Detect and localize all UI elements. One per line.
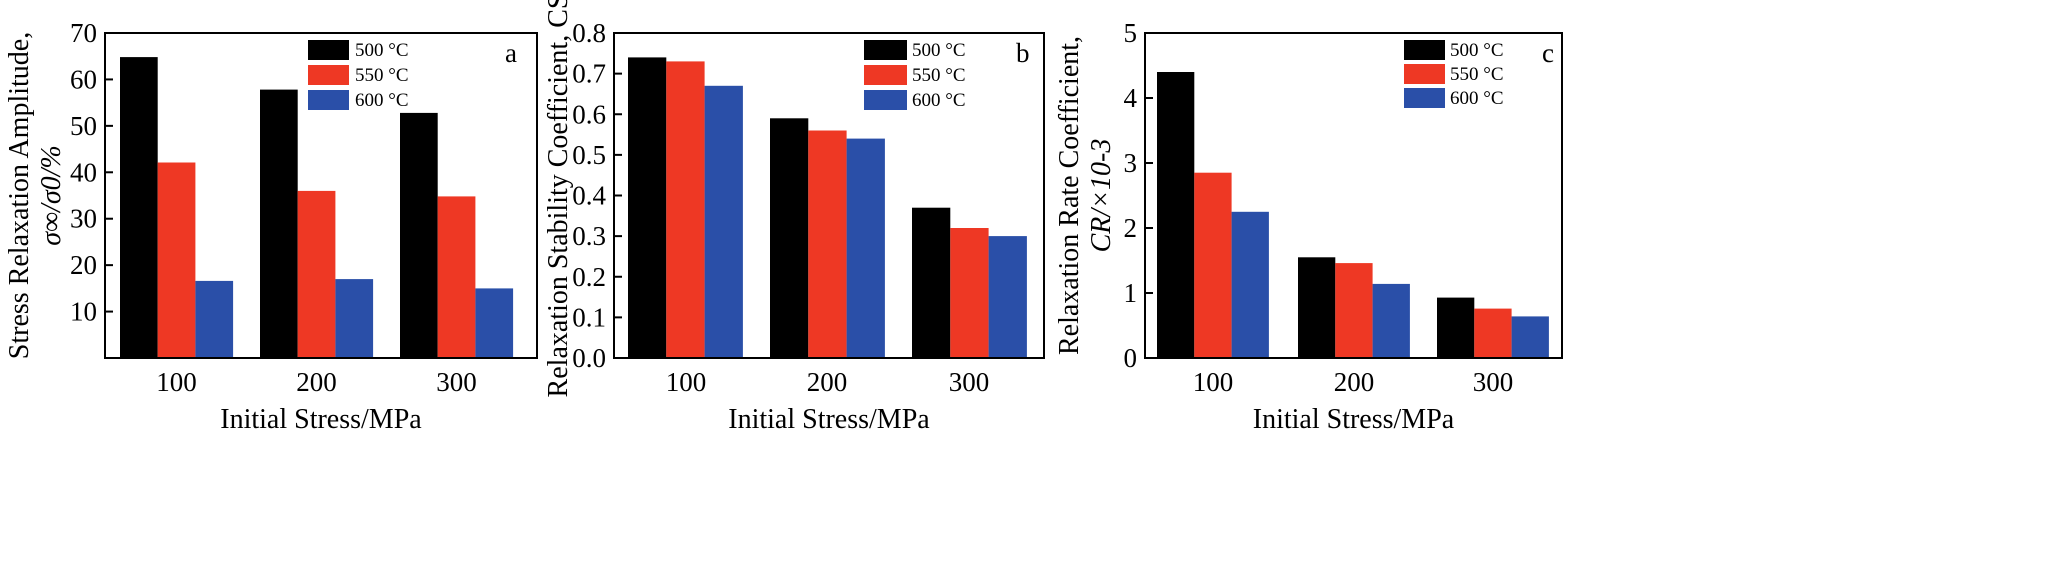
plot-frame <box>1144 32 1563 359</box>
bar-b-300-series-1 <box>912 207 951 358</box>
chart-panel-a: 10 20 30 40 50 60 70 100 200 300 Initial Stress/MP… <box>4 18 538 435</box>
bar-b-300-series-3 <box>988 236 1027 358</box>
bar-b-100-series-2 <box>666 61 705 359</box>
y-tick-label: 0 <box>1124 343 1138 373</box>
x-tick-label: 100 <box>1193 367 1234 397</box>
bar-b-100-series-3 <box>704 85 743 359</box>
legend: 500 °C 550 °C 600 °C <box>308 40 409 111</box>
legend-swatch <box>1404 88 1445 108</box>
panel-label: a <box>505 38 517 68</box>
bar-c-300-series-1 <box>1437 297 1475 358</box>
y-tick-label: 0.6 <box>572 99 606 129</box>
legend-label: 600 °C <box>1450 88 1504 109</box>
y-tick-label: 0.1 <box>572 302 606 332</box>
legend-label: 500 °C <box>355 40 409 61</box>
plot-frame <box>104 32 538 359</box>
y-tick-label: 0.0 <box>572 343 606 373</box>
y-tick-label: 2 <box>1124 213 1138 243</box>
y-axis-label: Relaxation Stability Coefficient, CS <box>543 0 574 397</box>
chart-panel-b: 0.0 0.1 0.2 0.3 0.4 0.5 0.6 0.7 0.8 100 200 300 Init… <box>543 0 1045 435</box>
legend: 500 °C 550 °C 600 °C <box>1404 40 1504 109</box>
bar-a-300-series-3 <box>475 288 514 358</box>
bar-a-200-series-3 <box>335 279 374 358</box>
y-tick-label: 0.3 <box>572 221 606 251</box>
legend-swatch <box>308 40 349 60</box>
bar-a-200-series-2 <box>297 190 336 358</box>
y-tick-label: 1 <box>1124 278 1138 308</box>
legend-label: 600 °C <box>355 90 409 111</box>
x-axis-label: Initial Stress/MPa <box>220 404 422 435</box>
bar-b-200-series-2 <box>808 130 847 358</box>
bar-a-100-series-3 <box>195 280 234 358</box>
y-tick-label: 30 <box>70 204 97 234</box>
chart-panel-c: 0 1 2 3 4 5 100 200 300 Initial Stress/MPa Relaxat… <box>1054 18 1563 435</box>
x-tick-label: 100 <box>666 367 707 397</box>
y-tick-label: 0.5 <box>572 140 606 170</box>
y-axis-label: Stress Relaxation Amplitude, <box>4 32 35 359</box>
y-axis-label-line2: CR/×10-3 <box>1086 139 1117 253</box>
bar-b-200-series-3 <box>846 138 885 358</box>
x-tick-label: 200 <box>1334 367 1375 397</box>
x-axis-label: Initial Stress/MPa <box>728 404 930 435</box>
legend-label: 500 °C <box>912 40 966 61</box>
y-axis-label: Relaxation Rate Coefficient, <box>1054 36 1085 355</box>
x-tick-label: 300 <box>436 367 477 397</box>
legend-label: 600 °C <box>912 90 966 111</box>
x-tick-label: 200 <box>296 367 337 397</box>
bar-c-200-series-2 <box>1335 263 1373 358</box>
y-tick-label: 50 <box>70 111 97 141</box>
legend-swatch <box>864 40 907 60</box>
legend-label: 550 °C <box>912 65 966 86</box>
bar-a-200-series-1 <box>260 89 298 358</box>
bar-a-100-series-2 <box>157 162 196 358</box>
y-axis-label-line2: σ∞/σ0/% <box>36 145 67 245</box>
y-tick-label: 20 <box>70 250 97 280</box>
y-tick-label: 4 <box>1124 83 1138 113</box>
legend-label: 550 °C <box>1450 64 1504 85</box>
bar-c-200-series-1 <box>1298 257 1336 359</box>
x-tick-label: 100 <box>156 367 197 397</box>
y-tick-label: 5 <box>1124 18 1138 48</box>
y-tick-label: 0.8 <box>572 18 606 48</box>
panel-label: b <box>1016 38 1030 68</box>
y-tick-label: 0.7 <box>572 59 606 89</box>
bar-a-300-series-1 <box>400 112 438 359</box>
bar-a-300-series-2 <box>437 196 476 358</box>
bar-b-200-series-1 <box>770 118 809 358</box>
y-tick-label: 40 <box>70 157 97 187</box>
legend-swatch <box>864 65 907 85</box>
bar-a-100-series-1 <box>120 57 158 358</box>
legend-swatch <box>864 90 907 110</box>
y-tick-label: 10 <box>70 297 97 327</box>
y-tick-label: 70 <box>70 18 97 48</box>
x-tick-label: 300 <box>1473 367 1514 397</box>
bar-c-100-series-1 <box>1157 72 1195 358</box>
legend-swatch <box>308 65 349 85</box>
legend-swatch <box>1404 64 1445 84</box>
x-tick-label: 300 <box>949 367 990 397</box>
panel-label: c <box>1542 38 1554 68</box>
x-axis-label: Initial Stress/MPa <box>1253 404 1455 435</box>
bar-c-300-series-2 <box>1474 308 1512 358</box>
legend-label: 550 °C <box>355 65 409 86</box>
x-tick-label: 200 <box>807 367 848 397</box>
bar-c-300-series-3 <box>1511 316 1549 358</box>
legend: 500 °C 550 °C 600 °C <box>864 40 966 111</box>
y-tick-label: 0.4 <box>572 181 606 211</box>
bar-b-300-series-2 <box>950 228 989 358</box>
y-tick-label: 0.2 <box>572 262 606 292</box>
legend-label: 500 °C <box>1450 40 1504 61</box>
legend-swatch <box>1404 40 1445 60</box>
y-tick-label: 3 <box>1124 148 1138 178</box>
bar-c-100-series-3 <box>1231 211 1269 359</box>
bar-c-100-series-2 <box>1194 172 1232 358</box>
y-tick-label: 60 <box>70 64 97 94</box>
bar-b-100-series-1 <box>628 57 667 359</box>
legend-swatch <box>308 90 349 110</box>
bar-c-200-series-3 <box>1372 283 1410 358</box>
